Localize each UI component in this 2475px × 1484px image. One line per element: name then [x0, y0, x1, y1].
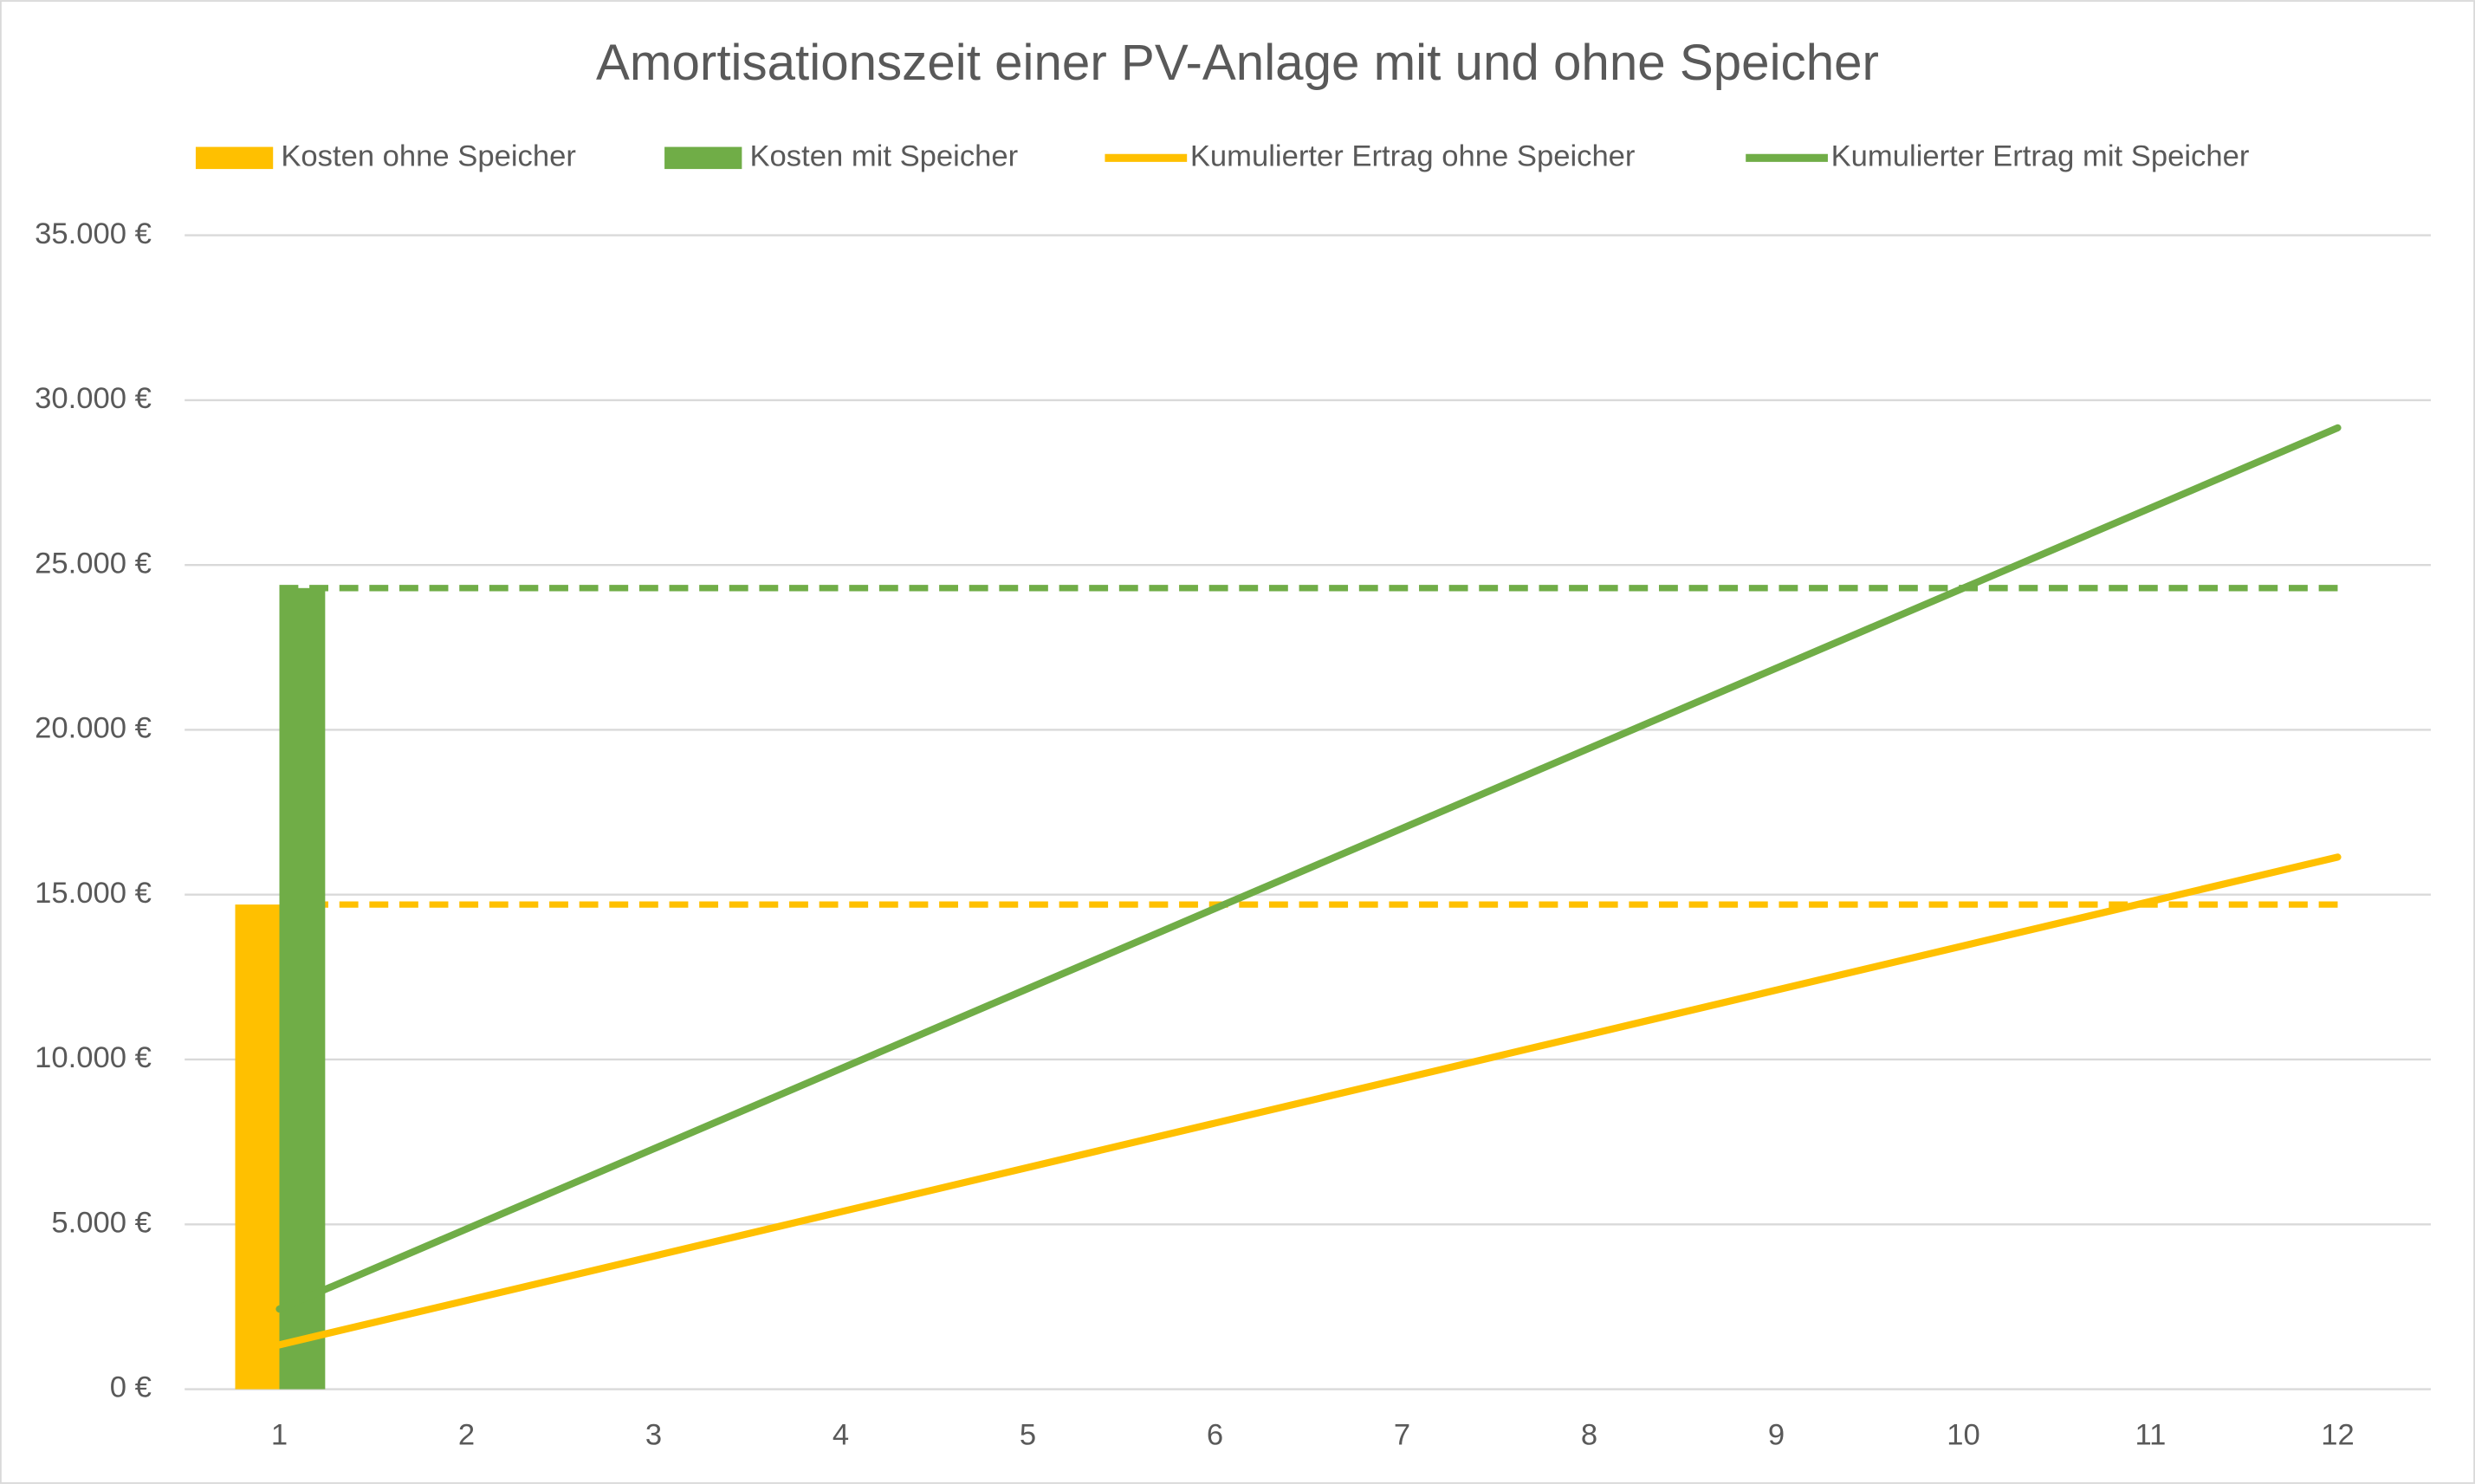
- x-tick-label: 5: [1020, 1418, 1036, 1451]
- bar: [235, 904, 282, 1390]
- x-tick-label: 1: [271, 1418, 288, 1451]
- x-tick-label: 6: [1207, 1418, 1223, 1451]
- bar: [279, 587, 326, 1390]
- x-tick-label: 8: [1581, 1418, 1597, 1451]
- y-tick-label: 35.000 €: [35, 217, 152, 250]
- chart-title: Amortisationszeit einer PV-Anlage mit un…: [596, 35, 1879, 91]
- y-tick-label: 15.000 €: [35, 877, 152, 910]
- legend-label: Kosten mit Speicher: [749, 139, 1018, 172]
- legend-label: Kumulierter Ertrag mit Speicher: [1831, 139, 2250, 172]
- y-tick-label: 5.000 €: [51, 1206, 151, 1239]
- legend-label: Kumulierter Ertrag ohne Speicher: [1190, 139, 1636, 172]
- x-tick-label: 7: [1394, 1418, 1410, 1451]
- legend-swatch: [195, 146, 274, 170]
- x-tick-label: 12: [2321, 1418, 2355, 1451]
- x-tick-label: 10: [1947, 1418, 1980, 1451]
- y-tick-label: 20.000 €: [35, 712, 152, 745]
- legend-swatch: [664, 146, 742, 170]
- x-tick-label: 9: [1768, 1418, 1785, 1451]
- y-tick-label: 25.000 €: [35, 547, 152, 580]
- x-tick-label: 3: [645, 1418, 662, 1451]
- y-tick-label: 30.000 €: [35, 382, 152, 415]
- x-tick-label: 4: [833, 1418, 849, 1451]
- x-tick-label: 2: [458, 1418, 475, 1451]
- y-tick-label: 10.000 €: [35, 1041, 152, 1074]
- y-tick-label: 0 €: [110, 1371, 152, 1404]
- line: [275, 424, 2342, 1313]
- x-tick-label: 11: [2135, 1418, 2167, 1451]
- legend-label: Kosten ohne Speicher: [281, 139, 576, 172]
- line: [275, 853, 2342, 1349]
